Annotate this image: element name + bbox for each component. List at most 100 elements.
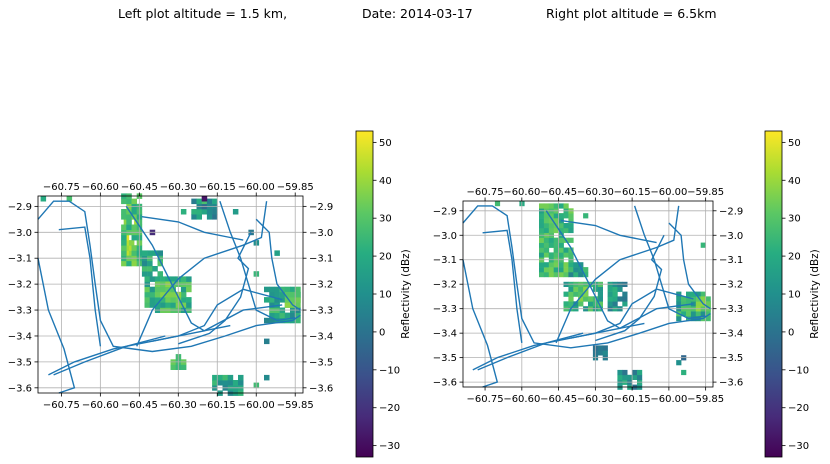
- reflectivity-cell: [539, 267, 545, 273]
- reflectivity-cell: [295, 297, 301, 303]
- reflectivity-cell: [165, 291, 171, 298]
- reflectivity-cell: [147, 271, 153, 277]
- reflectivity-cell: [170, 286, 176, 293]
- colorbar-tick-label: 0: [379, 327, 385, 338]
- reflectivity-cell: [274, 312, 280, 319]
- colorbar-tick-label: −30: [788, 441, 809, 452]
- colorbar-gradient: [355, 130, 374, 458]
- reflectivity-cell: [597, 350, 603, 356]
- reflectivity-cell: [553, 272, 559, 278]
- plot-left: −60.75−60.75−60.60−60.60−60.45−60.45−60.…: [8, 182, 334, 411]
- reflectivity-cell: [548, 227, 554, 234]
- colorbar-tick-label: 20: [788, 252, 801, 263]
- reflectivity-cell: [131, 234, 137, 241]
- y-tick-label-left: −3.3: [433, 304, 457, 315]
- reflectivity-cell: [290, 297, 296, 303]
- reflectivity-cell: [201, 196, 208, 202]
- reflectivity-cell: [622, 301, 628, 307]
- reflectivity-cell: [553, 237, 559, 243]
- reflectivity-cell: [686, 296, 692, 302]
- reflectivity-cell: [121, 214, 127, 220]
- reflectivity-cell: [622, 374, 628, 380]
- y-tick-label-left: −2.9: [8, 202, 32, 213]
- flight-track: [58, 226, 102, 347]
- reflectivity-cell: [597, 291, 603, 297]
- reflectivity-cell: [121, 260, 127, 267]
- colorbar-tick-label: 30: [379, 214, 392, 225]
- reflectivity-cell: [676, 301, 682, 307]
- reflectivity-cell: [212, 209, 218, 215]
- reflectivity-cell: [690, 316, 697, 322]
- reflectivity-cell: [121, 240, 127, 246]
- left-plot-title: Left plot altitude = 1.5 km,: [118, 6, 288, 21]
- reflectivity-cell: [578, 296, 584, 302]
- reflectivity-cell: [494, 201, 501, 207]
- reflectivity-cell: [588, 296, 594, 302]
- axes-frame: [462, 200, 714, 388]
- reflectivity-cell: [597, 286, 603, 292]
- reflectivity-cell: [539, 262, 545, 268]
- reflectivity-cell: [180, 297, 187, 303]
- reflectivity-cell: [695, 311, 701, 317]
- reflectivity-cell: [269, 312, 275, 319]
- reflectivity-cell: [227, 374, 234, 381]
- x-tick-label-top: −60.60: [82, 182, 119, 193]
- flight-track: [462, 259, 499, 388]
- y-tick-label-left: −3.5: [433, 353, 457, 364]
- reflectivity-cell: [602, 345, 608, 351]
- reflectivity-cell: [191, 214, 197, 220]
- reflectivity-cell: [212, 214, 218, 220]
- reflectivity-cell: [681, 369, 687, 376]
- reflectivity-cell: [154, 302, 161, 308]
- reflectivity-cell: [568, 213, 574, 219]
- reflectivity-cell: [284, 291, 291, 298]
- reflectivity-cell: [539, 237, 545, 243]
- flight-track: [462, 205, 711, 349]
- colorbar-tick-label: −20: [788, 403, 809, 414]
- reflectivity-cell: [269, 302, 275, 308]
- reflectivity-cell: [126, 198, 132, 205]
- y-tick-label-left: −3.0: [433, 231, 457, 242]
- reflectivity-cell: [573, 286, 579, 292]
- reflectivity-cell: [676, 360, 682, 366]
- reflectivity-cell: [558, 247, 564, 253]
- reflectivity-cell: [632, 369, 638, 376]
- reflectivity-cell: [539, 252, 545, 258]
- reflectivity-cell: [553, 213, 559, 219]
- x-tick-label-bottom: −60.00: [238, 400, 275, 411]
- reflectivity-cell: [154, 286, 161, 293]
- reflectivity-cell: [144, 291, 150, 298]
- reflectivity-cell: [573, 262, 579, 268]
- reflectivity-cell: [121, 209, 127, 215]
- reflectivity-cell: [144, 302, 150, 308]
- colorbar-tick-label: 10: [788, 290, 801, 301]
- reflectivity-cell: [568, 267, 574, 273]
- colorbar-tick-label: 40: [379, 176, 392, 187]
- reflectivity-cell: [583, 296, 589, 302]
- colorbar-label: Reflectivity (dBz): [809, 249, 821, 339]
- reflectivity-cell: [180, 286, 187, 293]
- y-tick-label-right: −3.5: [719, 353, 743, 364]
- reflectivity-cell: [160, 286, 166, 293]
- reflectivity-cell: [279, 286, 286, 293]
- reflectivity-cell: [686, 311, 692, 317]
- reflectivity-cell: [548, 252, 554, 258]
- reflectivity-cell: [543, 272, 550, 278]
- reflectivity-cell: [705, 311, 711, 317]
- reflectivity-cell: [563, 272, 569, 278]
- reflectivity-cell: [269, 291, 275, 298]
- reflectivity-cell: [196, 214, 202, 220]
- colorbar-tick-label: −10: [379, 365, 400, 376]
- reflectivity-cell: [264, 338, 270, 345]
- reflectivity-cell: [141, 271, 148, 277]
- reflectivity-cell: [573, 291, 579, 297]
- reflectivity-cell: [121, 224, 127, 230]
- flight-track: [555, 205, 680, 344]
- reflectivity-cell: [568, 218, 574, 224]
- x-tick-label-top: −60.75: [467, 187, 504, 198]
- reflectivity-cell: [563, 213, 569, 219]
- reflectivity-cell: [279, 312, 286, 319]
- x-tick-label-bottom: −60.60: [503, 394, 540, 405]
